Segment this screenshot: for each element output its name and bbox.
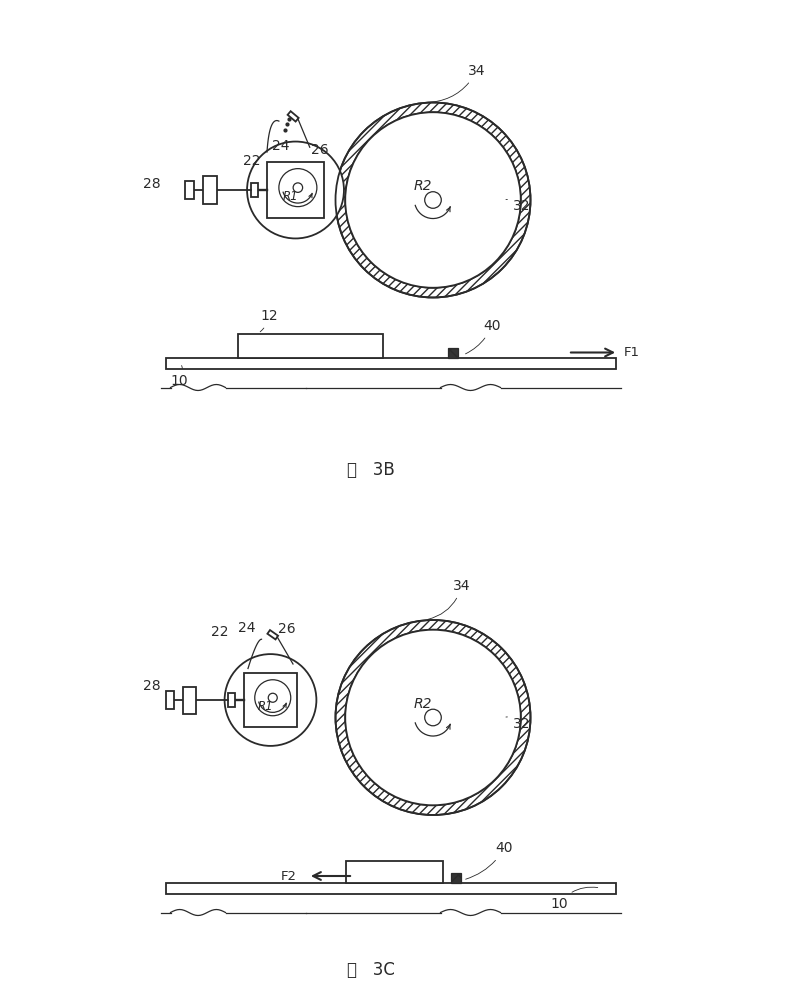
- Text: 图   3C: 图 3C: [347, 961, 394, 979]
- Text: 32: 32: [506, 199, 530, 213]
- Wedge shape: [336, 103, 530, 298]
- Text: 24: 24: [272, 139, 289, 153]
- Text: 22: 22: [243, 154, 260, 168]
- Text: R1: R1: [282, 190, 298, 203]
- Bar: [448, 348, 458, 358]
- Text: 24: 24: [238, 621, 256, 635]
- Bar: [166, 882, 615, 894]
- Text: 10: 10: [550, 887, 598, 910]
- Text: 26: 26: [311, 142, 328, 156]
- Text: R2: R2: [413, 179, 432, 193]
- Circle shape: [345, 112, 521, 288]
- Circle shape: [293, 183, 303, 192]
- Text: F2: F2: [280, 869, 296, 882]
- Text: F1: F1: [624, 346, 640, 359]
- Text: 40: 40: [465, 842, 513, 879]
- Bar: [251, 183, 258, 197]
- Text: 40: 40: [465, 319, 501, 354]
- Circle shape: [345, 630, 521, 805]
- Bar: [450, 872, 461, 882]
- Text: 28: 28: [143, 176, 160, 190]
- Text: 34: 34: [428, 579, 470, 619]
- Circle shape: [279, 169, 317, 207]
- Circle shape: [255, 680, 291, 716]
- Circle shape: [268, 693, 277, 702]
- Text: R1: R1: [258, 700, 273, 713]
- Text: 28: 28: [143, 679, 160, 693]
- Bar: [185, 181, 194, 199]
- Text: 22: 22: [211, 625, 228, 639]
- Bar: [183, 686, 196, 714]
- Bar: [345, 860, 443, 882]
- Text: 32: 32: [506, 716, 530, 730]
- Bar: [203, 176, 217, 204]
- Bar: [166, 358, 615, 368]
- Bar: [166, 691, 174, 709]
- Text: R2: R2: [413, 697, 432, 711]
- Circle shape: [224, 654, 316, 746]
- Bar: [228, 693, 235, 707]
- Text: 图   3B: 图 3B: [347, 461, 394, 479]
- Circle shape: [425, 192, 441, 208]
- Polygon shape: [288, 111, 299, 122]
- Text: 10: 10: [171, 366, 188, 388]
- Text: 34: 34: [426, 64, 485, 102]
- Text: 26: 26: [278, 622, 296, 636]
- Circle shape: [247, 142, 344, 238]
- Bar: [238, 334, 383, 358]
- Bar: [244, 673, 297, 727]
- Wedge shape: [336, 620, 530, 815]
- Polygon shape: [268, 630, 278, 639]
- Text: 12: 12: [260, 309, 278, 332]
- Bar: [268, 162, 324, 218]
- Circle shape: [425, 709, 441, 726]
